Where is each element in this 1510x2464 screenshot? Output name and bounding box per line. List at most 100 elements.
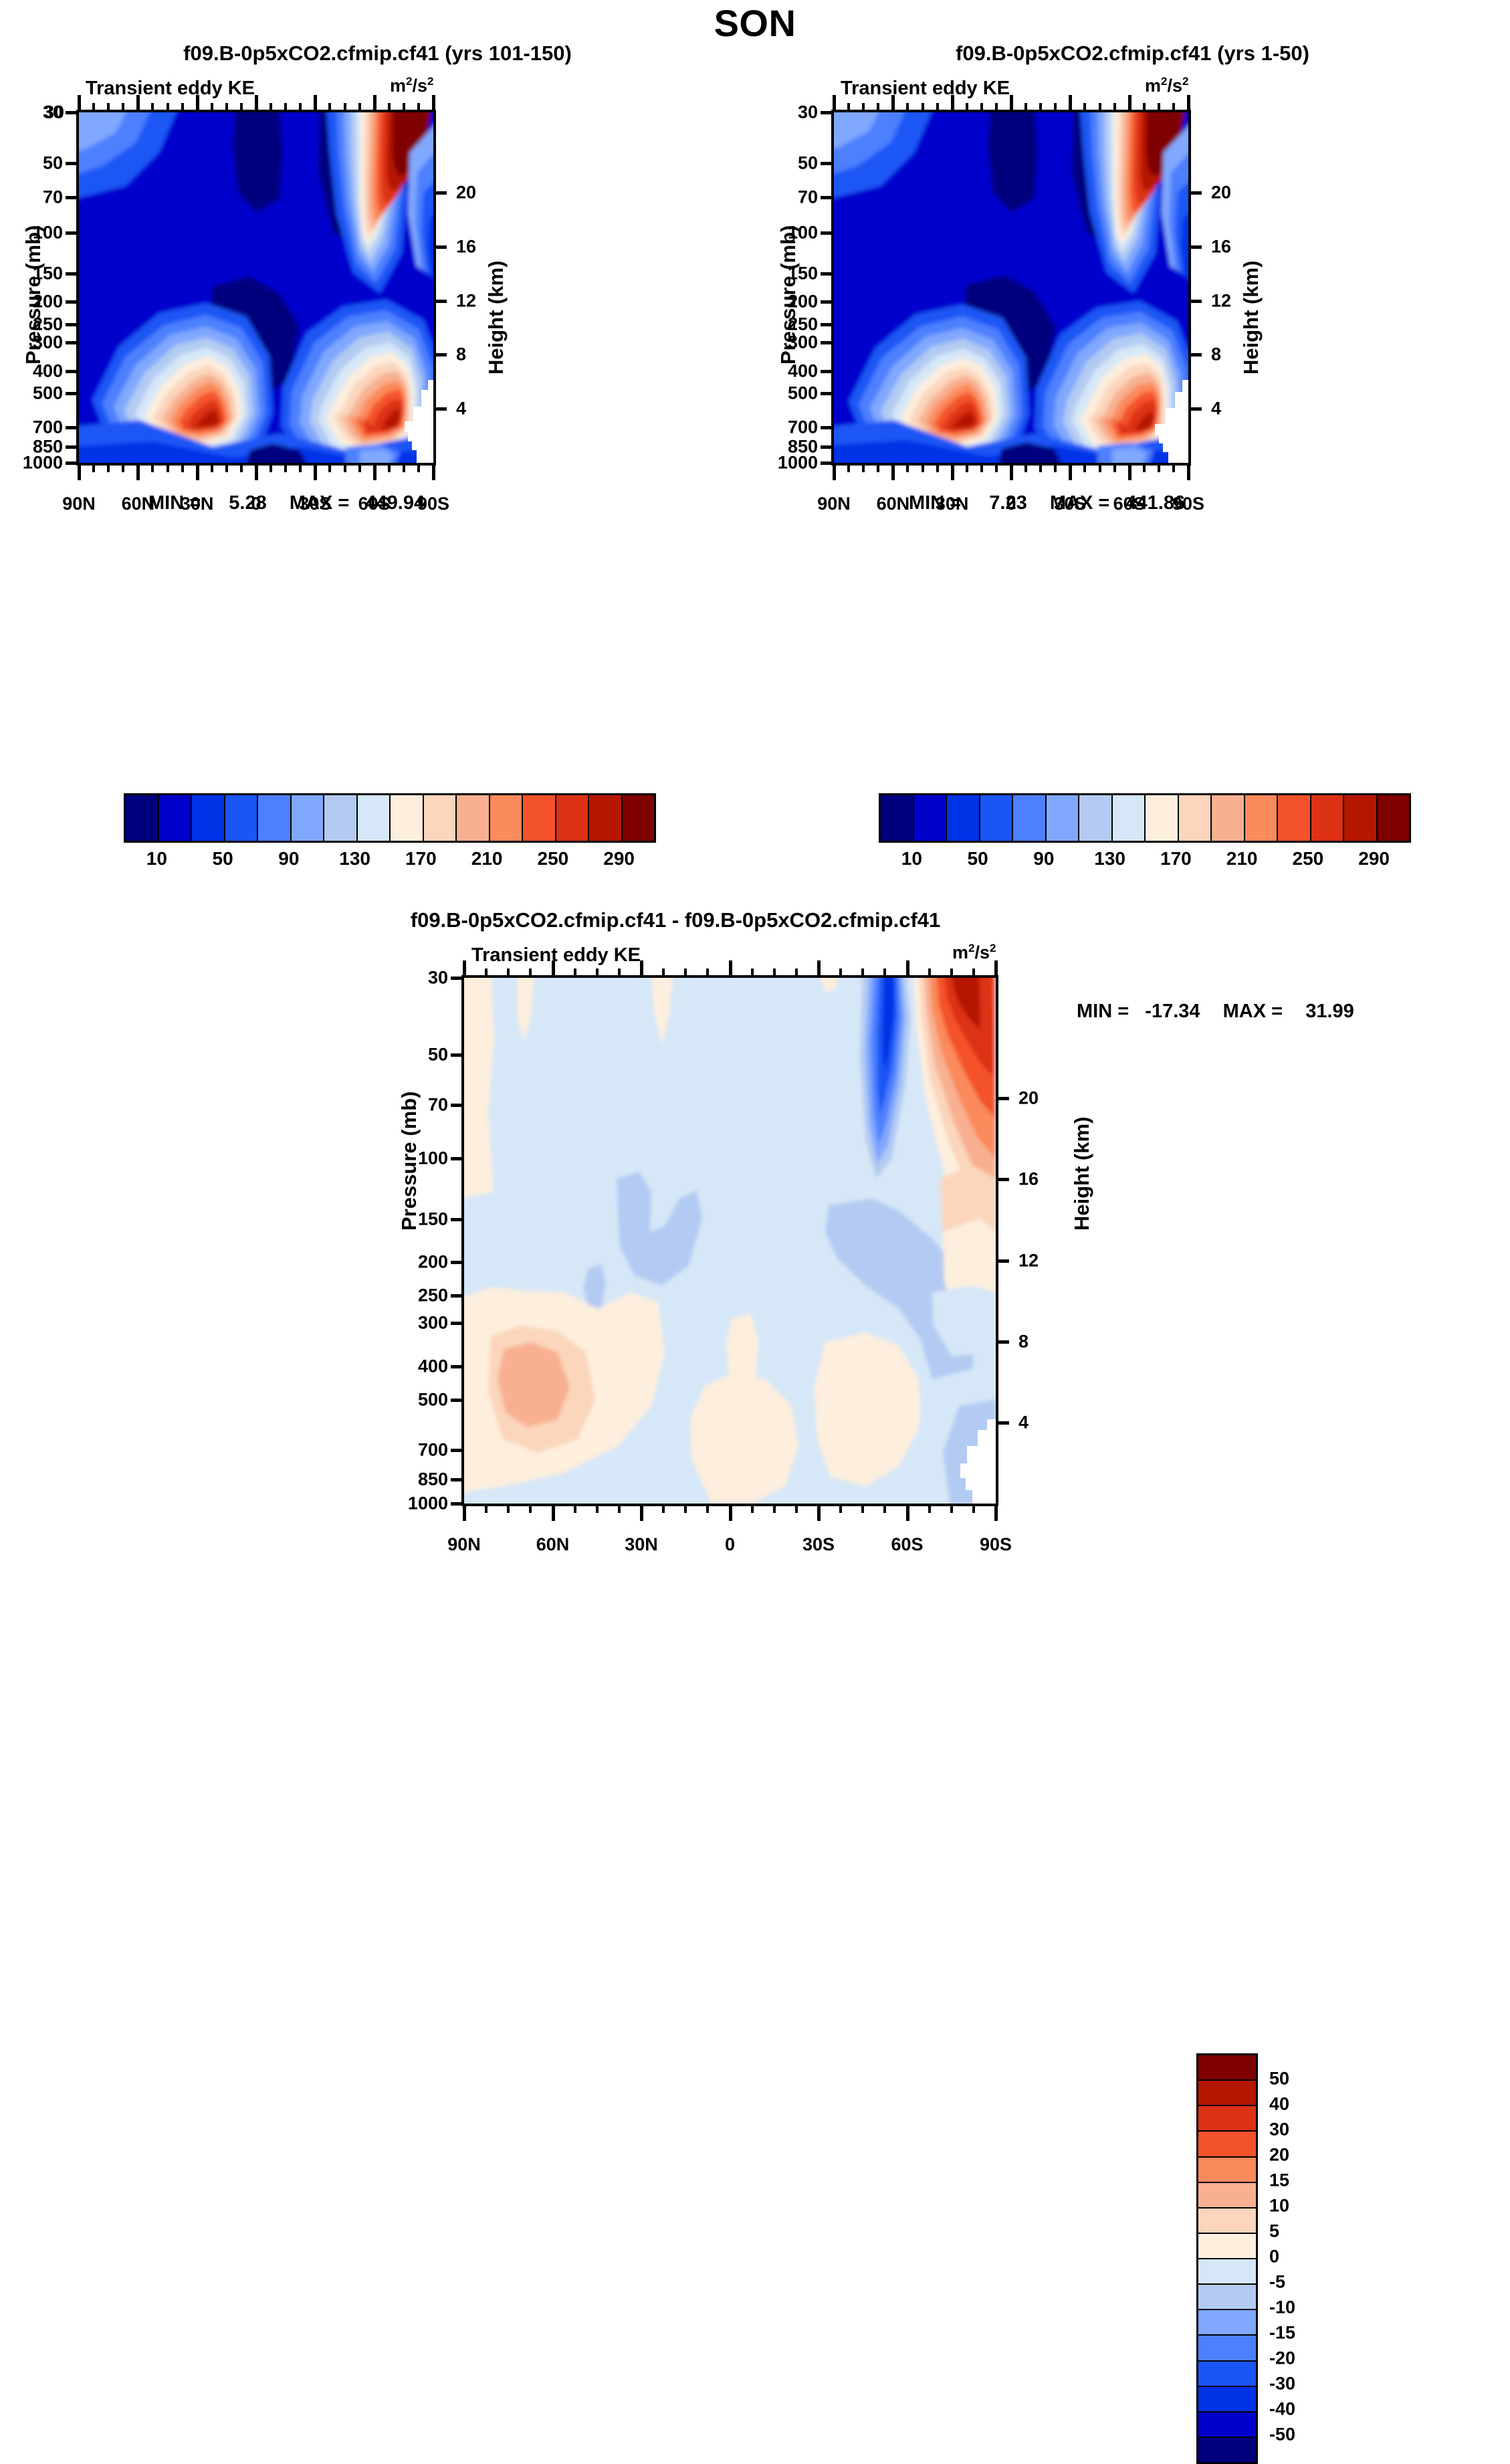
max-label: MAX = <box>1222 1001 1283 1022</box>
colorbar-tick-label: 10 <box>146 848 167 869</box>
colorbar-tick-label: 250 <box>537 848 569 869</box>
colorbar-tick-label: 210 <box>1226 848 1258 869</box>
colorbar-swatch <box>291 795 324 841</box>
colorbar-swatch <box>457 795 490 841</box>
colorbar-tick-label: 90 <box>1033 848 1055 869</box>
colorbar-swatch <box>1198 2386 1256 2412</box>
colorbar-swatch <box>881 795 914 841</box>
panel-right-minmax: MIN = 7.23 MAX = 441.86 <box>909 492 1185 514</box>
panel-right-title: f09.B-0p5xCO2.cfmip.cf41 (yrs 1-50) <box>956 41 1309 65</box>
colorbar-tick-label: 290 <box>603 848 635 869</box>
colorbar-swatch <box>1311 795 1344 841</box>
panel-right-ylabel-height: Height (km) <box>1239 260 1263 375</box>
min-label: MIN = <box>1077 1001 1129 1022</box>
colorbar-swatch <box>126 795 159 841</box>
colorbar-tick-label: 170 <box>405 848 437 869</box>
colorbar-swatch <box>1198 2208 1256 2234</box>
panel-right: f09.B-0p5xCO2.cfmip.cf41 (yrs 1-50) Tran… <box>755 0 1510 890</box>
colorbar-tick-label: -30 <box>1269 2373 1296 2394</box>
colorbar-tick-label: 90 <box>278 848 300 869</box>
colorbar-tick-label: 50 <box>1269 2068 1290 2089</box>
colorbar-swatch <box>980 795 1013 841</box>
colorbar-swatch <box>324 795 358 841</box>
panel-left-ylabel-pressure: Pressure (mb) <box>21 225 45 365</box>
panel-diff-subtitle: Transient eddy KE <box>471 944 641 966</box>
colorbar-swatch <box>1079 795 1113 841</box>
panel-left-plot <box>76 110 436 466</box>
colorbar-swatch <box>1344 795 1378 841</box>
colorbar-tick-label: -15 <box>1269 2322 1296 2343</box>
max-value: 449.94 <box>365 492 425 514</box>
colorbar-swatch <box>192 795 225 841</box>
colorbar-tick-label: 20 <box>1269 2144 1290 2165</box>
colorbar-swatch <box>913 795 947 841</box>
panel-left-subtitle: Transient eddy KE <box>86 78 255 99</box>
max-value: 441.86 <box>1125 492 1186 514</box>
colorbar-tick-label: 170 <box>1160 848 1192 869</box>
max-value: 31.99 <box>1305 1001 1354 1022</box>
colorbar-tick-label: 290 <box>1358 848 1390 869</box>
colorbar-swatch <box>391 795 424 841</box>
colorbar-swatch <box>1198 2233 1256 2259</box>
panel-left: f09.B-0p5xCO2.cfmip.cf41 (yrs 101-150) T… <box>0 0 755 890</box>
colorbar-tick-label: 50 <box>967 848 988 869</box>
colorbar-swatch <box>1198 2055 1256 2081</box>
panel-right-contour-field <box>834 112 1188 463</box>
colorbar-swatch <box>1178 795 1212 841</box>
panel-left-title: f09.B-0p5xCO2.cfmip.cf41 (yrs 101-150) <box>183 41 572 65</box>
colorbar-swatch <box>1198 2336 1256 2362</box>
colorbar-tick-label: 130 <box>339 848 370 869</box>
min-value: -17.34 <box>1145 1001 1200 1022</box>
panel-diff: f09.B-0p5xCO2.cfmip.cf41 - f09.B-0p5xCO2… <box>0 890 1510 2464</box>
panel-diff-contour-field <box>464 978 996 1504</box>
panel-diff-surface-mask <box>960 1419 996 1504</box>
colorbar-tick-label: 250 <box>1292 848 1324 869</box>
panel-right-units: m2/s2 <box>1145 75 1189 96</box>
min-value: 7.23 <box>989 492 1027 514</box>
colorbar-tick-label: 40 <box>1269 2093 1290 2114</box>
colorbar-swatch <box>1013 795 1047 841</box>
colorbar-swatch <box>1198 2106 1256 2132</box>
colorbar-tick-label: -40 <box>1269 2398 1296 2419</box>
panel-left-colorbar[interactable] <box>124 793 656 843</box>
max-label: MAX = <box>1049 492 1110 514</box>
colorbar-swatch <box>1198 2182 1256 2209</box>
colorbar-swatch <box>1046 795 1079 841</box>
colorbar-swatch <box>490 795 523 841</box>
panel-diff-colorbar[interactable] <box>1196 2053 1258 2464</box>
colorbar-swatch <box>1198 2437 1256 2462</box>
panel-diff-ylabel-pressure: Pressure (mb) <box>397 1091 421 1231</box>
colorbar-tick-label: 15 <box>1269 2170 1290 2190</box>
colorbar-tick-label: 10 <box>901 848 922 869</box>
colorbar-swatch <box>423 795 457 841</box>
colorbar-swatch <box>258 795 292 841</box>
panel-left-surface-mask <box>405 380 433 463</box>
colorbar-tick-label: 10 <box>1269 2195 1290 2216</box>
colorbar-swatch <box>947 795 980 841</box>
colorbar-swatch <box>1212 795 1245 841</box>
panel-right-subtitle: Transient eddy KE <box>841 78 1010 99</box>
panel-right-colorbar[interactable] <box>879 793 1411 843</box>
max-label: MAX = <box>289 492 350 514</box>
colorbar-swatch <box>589 795 623 841</box>
colorbar-swatch <box>622 795 654 841</box>
panel-diff-minmax: MIN = -17.34 MAX = 31.99 <box>1077 1001 1354 1023</box>
min-value: 5.28 <box>229 492 267 514</box>
colorbar-swatch <box>1198 2132 1256 2158</box>
colorbar-tick-label: 130 <box>1094 848 1125 869</box>
panel-diff-units: m2/s2 <box>952 942 996 962</box>
colorbar-tick-label: -5 <box>1269 2271 1286 2292</box>
ytick-label: 30 <box>43 102 64 122</box>
colorbar-tick-label: 30 <box>1269 2119 1290 2140</box>
colorbar-tick-label: 50 <box>212 848 233 869</box>
season-title: SON <box>714 2 796 44</box>
colorbar-swatch <box>1198 2361 1256 2387</box>
colorbar-swatch <box>1198 2081 1256 2107</box>
min-label: MIN = <box>148 492 201 514</box>
panel-left-contour-field <box>79 112 433 463</box>
colorbar-swatch <box>523 795 556 841</box>
colorbar-swatch <box>1198 2285 1256 2311</box>
panel-diff-title: f09.B-0p5xCO2.cfmip.cf41 - f09.B-0p5xCO2… <box>410 908 941 932</box>
colorbar-swatch <box>1112 795 1146 841</box>
colorbar-swatch <box>158 795 192 841</box>
